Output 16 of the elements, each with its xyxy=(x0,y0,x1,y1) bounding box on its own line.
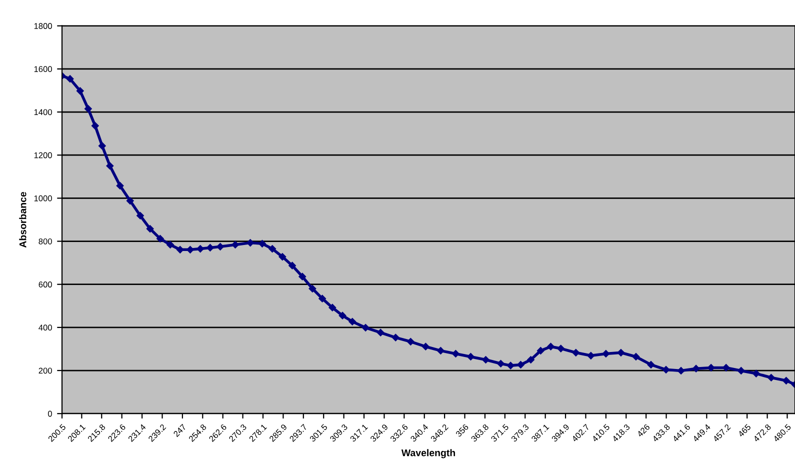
x-tick-label: 465 xyxy=(738,424,752,438)
y-tick-label: 400 xyxy=(38,324,52,331)
y-tick-label: 1200 xyxy=(34,152,52,158)
y-axis-title: Absorbance xyxy=(19,192,26,248)
y-tick-label: 1800 xyxy=(34,23,52,29)
x-tick-label: 247 xyxy=(173,424,186,438)
x-tick-label: 426 xyxy=(636,424,650,438)
x-tick-label: 356 xyxy=(455,424,469,438)
y-tick-label: 200 xyxy=(38,368,52,374)
x-axis-title: Wavelength xyxy=(401,449,455,458)
y-tick-label: 1400 xyxy=(34,109,52,116)
y-tick-label: 1000 xyxy=(34,195,52,202)
y-tick-label: 1600 xyxy=(34,66,52,72)
y-tick-label: 800 xyxy=(38,238,52,244)
y-tick-label: 600 xyxy=(38,282,52,288)
y-tick-label: 0 xyxy=(48,410,52,417)
